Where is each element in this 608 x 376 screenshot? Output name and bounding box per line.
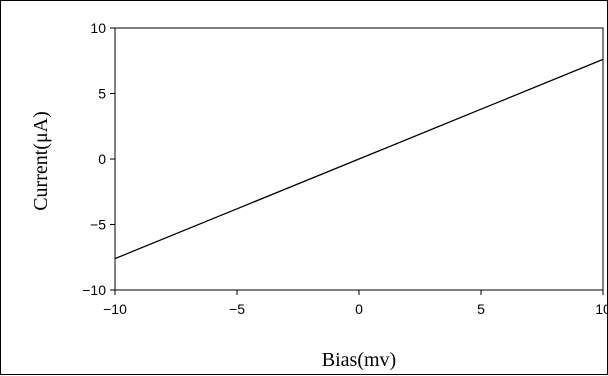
x-axis: −10 −5 0 5 10 [103,290,608,317]
x-tick-label: 5 [477,301,485,317]
x-axis-title: Bias(mv) [322,349,396,371]
y-tick-label: −10 [82,282,106,298]
x-tick-label: 0 [355,301,363,317]
series-line [114,58,604,260]
x-tick-label: −5 [229,301,245,317]
x-tick-label: 10 [595,301,608,317]
y-axis: −10 −5 0 5 10 [82,20,115,298]
x-tick-label: −10 [103,301,127,317]
y-axis-title: Current(μA) [30,111,52,211]
y-tick-label: 5 [98,86,106,102]
y-tick-label: −5 [90,217,106,233]
y-tick-label: 0 [98,151,106,167]
y-tick-label: 10 [90,20,106,36]
series-layer [114,58,604,260]
